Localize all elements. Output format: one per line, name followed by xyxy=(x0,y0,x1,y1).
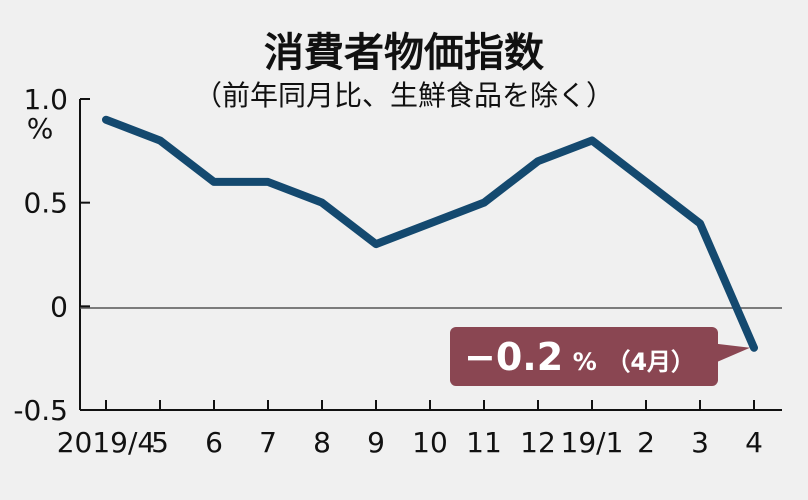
callout-pointer xyxy=(710,343,750,365)
x-axis-tick-label: 9 xyxy=(367,426,385,459)
callout-value: −0.2 xyxy=(464,335,563,379)
x-axis-tick-label: 11 xyxy=(466,426,502,459)
x-axis-tick-label: 19/1 xyxy=(561,426,624,459)
x-axis-tick-label: 8 xyxy=(313,426,331,459)
y-axis-tick-label: 0.5 xyxy=(23,187,68,220)
x-axis-tick-label: 4 xyxy=(745,426,763,459)
chart-subtitle: （前年同月比、生鮮食品を除く） xyxy=(194,79,614,112)
x-axis-tick-label: 10 xyxy=(412,426,448,459)
y-axis-tick-label: 1.0 xyxy=(23,83,68,116)
y-axis-tick-label: 0 xyxy=(50,290,68,323)
x-axis-tick-label: 12 xyxy=(520,426,556,459)
callout-text: −0.2 % （4月） xyxy=(464,335,695,379)
y-axis-tick-label: -0.5 xyxy=(13,394,68,427)
x-axis-ticks: 2019/45 6 7 8 9 10 11 12 19/1 2 3 4 xyxy=(57,400,763,459)
x-axis-tick-label: 2019/4 xyxy=(57,426,156,459)
chart-title: 消費者物価指数 xyxy=(264,30,544,76)
x-axis-tick-label: 7 xyxy=(259,426,277,459)
x-axis-tick-label: 5 xyxy=(151,426,169,459)
annotation-callout: −0.2 % （4月） xyxy=(450,327,750,386)
x-axis-tick-label: 2 xyxy=(637,426,655,459)
callout-month: （4月） xyxy=(606,348,695,376)
x-axis-tick-label: 3 xyxy=(691,426,709,459)
callout-unit: % xyxy=(573,348,597,376)
y-axis-unit-label: % xyxy=(27,112,54,145)
series-points xyxy=(105,119,755,348)
callout-box xyxy=(450,327,718,386)
y-axis-ticks: 1.0 0.5 0 -0.5 xyxy=(13,83,90,427)
x-axis-tick-label: 6 xyxy=(205,426,223,459)
